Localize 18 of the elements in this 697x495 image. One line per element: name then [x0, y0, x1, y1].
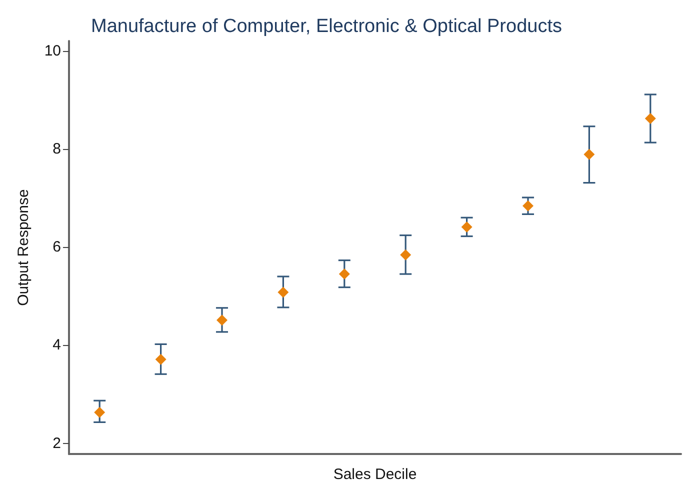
point [278, 286, 289, 298]
point [400, 249, 412, 260]
point [461, 221, 472, 232]
point [216, 314, 228, 326]
y-axis-title: Output Response [15, 189, 32, 306]
point [584, 148, 595, 160]
point [522, 200, 534, 212]
y-tick-label: 10 [44, 42, 61, 60]
chart-title: Manufacture of Computer, Electronic & Optical Products [91, 16, 562, 37]
x-axis-title: Sales Decile [333, 466, 417, 483]
point [155, 354, 166, 365]
y-tick-label: 2 [52, 434, 61, 452]
point [338, 268, 350, 280]
y-tick-label: 6 [52, 238, 61, 256]
point [94, 406, 106, 418]
y-tick-label: 4 [52, 336, 61, 354]
y-tick-label: 8 [52, 140, 61, 158]
point [644, 113, 656, 124]
